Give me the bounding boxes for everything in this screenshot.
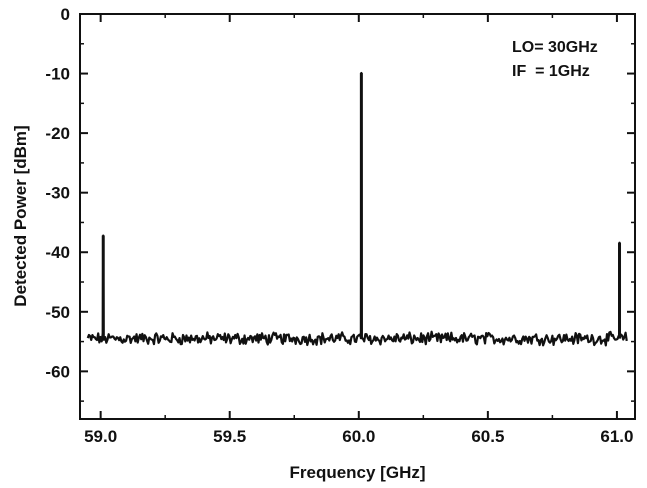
x-tick-label: 61.0 xyxy=(600,427,633,446)
y-tick-label: -10 xyxy=(45,65,70,84)
x-axis: 59.0 59.5 60.0 60.5 61.0 xyxy=(84,14,633,446)
x-axis-title: Frequency [GHz] xyxy=(289,463,425,482)
y-tick-label: -20 xyxy=(45,124,70,143)
x-tick-label: 60.0 xyxy=(342,427,375,446)
x-tick-label: 60.5 xyxy=(471,427,504,446)
annotation-lo: LO= 30GHz xyxy=(512,39,598,56)
y-axis-title: Detected Power [dBm] xyxy=(11,125,30,306)
annotation-if: IF = 1GHz xyxy=(512,63,590,80)
y-tick-label: -60 xyxy=(45,362,70,381)
y-tick-label: 0 xyxy=(61,5,70,24)
y-tick-label: -40 xyxy=(45,243,70,262)
y-tick-label: -30 xyxy=(45,184,70,203)
y-tick-label: -50 xyxy=(45,303,70,322)
plot-area xyxy=(79,13,636,420)
y-axis: 0 -10 -20 -30 -40 -50 -60 xyxy=(45,5,635,402)
x-tick-label: 59.5 xyxy=(213,427,246,446)
x-tick-label: 59.0 xyxy=(84,427,117,446)
spectrum-trace xyxy=(86,71,628,347)
plot-border xyxy=(79,13,636,420)
series-group xyxy=(86,71,628,347)
